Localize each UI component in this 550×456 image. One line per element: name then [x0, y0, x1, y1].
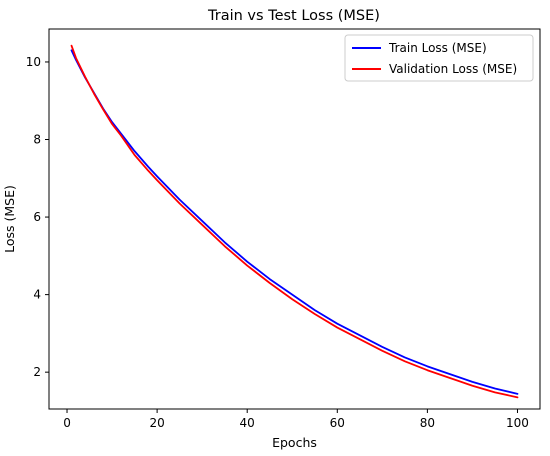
- y-tick-label: 2: [33, 365, 41, 379]
- y-tick-label: 10: [26, 55, 41, 69]
- series-line-1: [70, 44, 519, 399]
- chart-title: Train vs Test Loss (MSE): [207, 8, 380, 24]
- legend-label-1: Validation Loss (MSE): [389, 62, 517, 76]
- legend: Train Loss (MSE) Validation Loss (MSE): [344, 34, 534, 82]
- plot-frame: [48, 28, 541, 410]
- y-axis-label: Loss (MSE): [2, 185, 17, 253]
- x-tick-label: 60: [330, 416, 345, 430]
- x-tick-label: 80: [420, 416, 435, 430]
- x-axis: 0 20 40 60 80 100: [63, 409, 529, 430]
- plot-lines: [70, 44, 519, 399]
- x-axis-label: Epochs: [272, 435, 317, 450]
- x-tick-label: 20: [149, 416, 164, 430]
- y-tick-label: 4: [33, 288, 41, 302]
- legend-label-0: Train Loss (MSE): [388, 41, 487, 55]
- y-axis: 2 4 6 8 10: [26, 55, 49, 379]
- x-tick-label: 40: [240, 416, 255, 430]
- x-tick-label: 0: [63, 416, 71, 430]
- y-tick-label: 8: [33, 133, 41, 147]
- y-tick-label: 6: [33, 210, 41, 224]
- legend-box: [344, 34, 534, 82]
- series-line-0: [70, 49, 519, 395]
- x-tick-label: 100: [506, 416, 529, 430]
